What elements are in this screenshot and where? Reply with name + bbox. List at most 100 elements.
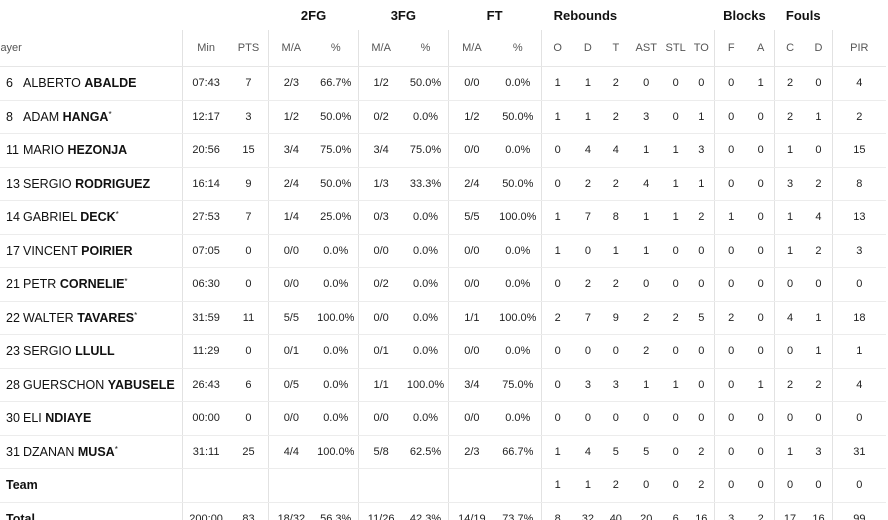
stat-cell: 2/3 xyxy=(447,435,496,469)
stat-cell: 5 xyxy=(629,435,663,469)
stat-cell: 0 xyxy=(831,401,886,436)
column-header[interactable]: % xyxy=(403,30,449,67)
player-first-name: GUERSCHON xyxy=(23,377,105,392)
player-row[interactable]: 22 WALTER TAVARES* 31:59 11 5/5 100.0% 0/0 0.0%… xyxy=(0,301,886,335)
stat-cell: 0/0 xyxy=(447,133,496,168)
stat-cell: 5/5 xyxy=(447,200,496,235)
column-header[interactable]: % xyxy=(495,30,541,67)
stat-cell: 0 xyxy=(228,234,269,268)
column-header-row: layer Min PTS M/A% M/A% M/A% O D T AST STL TO F A C D PI… xyxy=(0,30,886,67)
player-first-name: GABRIEL xyxy=(23,210,77,225)
player-name-cell[interactable]: 14 GABRIEL DECK* xyxy=(0,200,183,235)
player-row[interactable]: 31 DZANAN MUSA* 31:11 25 4/4 100.0% 5/8 62.5% 2/… xyxy=(0,435,886,469)
player-last-name: NDIAYE xyxy=(45,411,92,426)
stat-cell: 6 xyxy=(228,368,269,402)
column-header[interactable]: M/A xyxy=(357,30,404,67)
stat-cell: 2 xyxy=(629,301,663,335)
player-name-cell[interactable]: 11 MARIO HEZONJA xyxy=(0,133,183,168)
stat-cell: 9 xyxy=(601,301,630,335)
player-row[interactable]: 8 ADAM HANGA* 12:17 3 1/2 50.0% 0/2 0.0% 1/2 50.0… xyxy=(0,100,886,134)
column-header[interactable]: TO xyxy=(688,30,715,67)
player-last-name: HANGA xyxy=(62,109,109,124)
stat-cell: 1 xyxy=(540,200,574,235)
stat-cell: 0 xyxy=(747,401,775,436)
stat-cell: 4 xyxy=(573,133,602,168)
player-name-cell[interactable]: 31 DZANAN MUSA* xyxy=(0,435,183,469)
player-row[interactable]: 13 SERGIO RODRIGUEZ 16:14 9 2/4 50.0% 1/3 33.3%… xyxy=(0,167,886,201)
column-header[interactable]: C xyxy=(773,30,806,67)
stat-cell: 0 xyxy=(540,401,574,436)
column-header[interactable]: D xyxy=(573,30,602,67)
stat-cell: 0 xyxy=(688,334,715,369)
stat-cell: 0 xyxy=(540,368,574,402)
stat-cell: 1 xyxy=(540,100,574,134)
stat-cell: 0 xyxy=(747,468,775,503)
stat-cell: 16 xyxy=(812,512,825,520)
player-row[interactable]: 6 ALBERTO ABALDE 07:43 7 2/3 66.7% 1/2 50.0% 0/0… xyxy=(0,66,886,101)
player-name-cell[interactable]: 28 GUERSCHON YABUSELE xyxy=(0,368,183,402)
stat-cell: 0/3 xyxy=(357,200,404,235)
column-header[interactable]: O xyxy=(540,30,574,67)
stat-cell: 2 xyxy=(805,368,833,402)
player-last-name: HEZONJA xyxy=(67,143,128,158)
player-row[interactable]: 30 ELI NDIAYE 00:00 0 0/0 0.0% 0/0 0.0% 0/0 0.0% 0… xyxy=(0,401,886,436)
player-number: 13 xyxy=(6,176,20,191)
stat-cell: 0 xyxy=(805,133,833,168)
stat-cell: 31 xyxy=(831,435,886,469)
player-name-cell[interactable]: 23 SERGIO LLULL xyxy=(0,334,183,369)
player-name-cell[interactable]: 22 WALTER TAVARES* xyxy=(0,301,183,335)
stat-cell: 1 xyxy=(831,334,886,369)
player-name-cell[interactable]: 21 PETR CORNELIE* xyxy=(0,267,183,302)
column-header[interactable]: Min xyxy=(182,30,229,67)
column-header[interactable]: PTS xyxy=(228,30,269,67)
column-header[interactable]: T xyxy=(601,30,630,67)
column-header[interactable]: M/A xyxy=(447,30,496,67)
stat-cell: 0/0 xyxy=(268,401,314,436)
player-name-cell[interactable]: 8 ADAM HANGA* xyxy=(0,100,183,134)
column-header[interactable]: D xyxy=(805,30,833,67)
stat-cell: 1 xyxy=(540,468,574,503)
player-row[interactable]: 21 PETR CORNELIE* 06:30 0 0/0 0.0% 0/2 0.0% 0/0 0… xyxy=(0,267,886,302)
stat-cell: 0 xyxy=(773,401,806,436)
stat-cell: 5 xyxy=(601,435,630,469)
stat-cell: 3 xyxy=(714,502,748,520)
stat-cell: 50.0% xyxy=(403,66,449,101)
stat-cell: 3 xyxy=(573,368,602,402)
stat-cell: 0 xyxy=(831,468,886,503)
player-row[interactable]: 28 GUERSCHON YABUSELE 26:43 6 0/5 0.0% 1/1 100.… xyxy=(0,368,886,402)
player-number: 23 xyxy=(6,344,20,359)
player-first-name: DZANAN xyxy=(23,444,75,459)
player-number: 31 xyxy=(6,444,20,459)
column-header[interactable]: PIR xyxy=(831,30,886,67)
player-name-cell[interactable]: 17 VINCENT POIRIER xyxy=(0,234,183,268)
player-row[interactable]: 11 MARIO HEZONJA 20:56 15 3/4 75.0% 3/4 75.0% 0/… xyxy=(0,133,886,168)
column-header[interactable]: layer xyxy=(0,30,183,67)
column-header[interactable]: STL xyxy=(662,30,689,67)
stat-cell: 1/3 xyxy=(357,167,404,201)
column-header[interactable]: F xyxy=(714,30,748,67)
player-row[interactable]: 14 GABRIEL DECK* 27:53 7 1/4 25.0% 0/3 0.0% 5/5 1… xyxy=(0,200,886,235)
column-header[interactable]: A xyxy=(747,30,775,67)
stat-cell: 0.0% xyxy=(403,401,449,436)
player-name-cell[interactable]: 30 ELI NDIAYE xyxy=(0,401,183,436)
column-header[interactable]: M/A xyxy=(268,30,314,67)
stat-cell: 0/5 xyxy=(268,368,314,402)
column-header[interactable]: AST xyxy=(629,30,663,67)
stat-cell: 0 xyxy=(629,468,663,503)
stat-cell xyxy=(447,468,496,503)
player-row[interactable]: 17 VINCENT POIRIER 07:05 0 0/0 0.0% 0/0 0.0% 0/0… xyxy=(0,234,886,268)
stat-cell: 0/1 xyxy=(357,334,404,369)
stat-cell: 0/0 xyxy=(447,234,496,268)
stat-cell: 0 xyxy=(747,200,775,235)
player-last-name: MUSA xyxy=(77,444,115,459)
column-header[interactable]: % xyxy=(313,30,359,67)
stat-cell: 15 xyxy=(831,133,886,168)
stat-cell: 4 xyxy=(629,167,663,201)
group-3fg: 3FG xyxy=(390,7,416,23)
stat-cell: 100.0% xyxy=(495,200,541,235)
player-row[interactable]: 23 SERGIO LLULL 11:29 0 0/1 0.0% 0/1 0.0% 0/0 0.0… xyxy=(0,334,886,369)
player-name-cell[interactable]: 13 SERGIO RODRIGUEZ xyxy=(0,167,183,201)
stat-cell: 99 xyxy=(831,502,886,520)
player-name-cell[interactable]: 6 ALBERTO ABALDE xyxy=(0,66,183,101)
stat-cell: 50.0% xyxy=(495,167,541,201)
